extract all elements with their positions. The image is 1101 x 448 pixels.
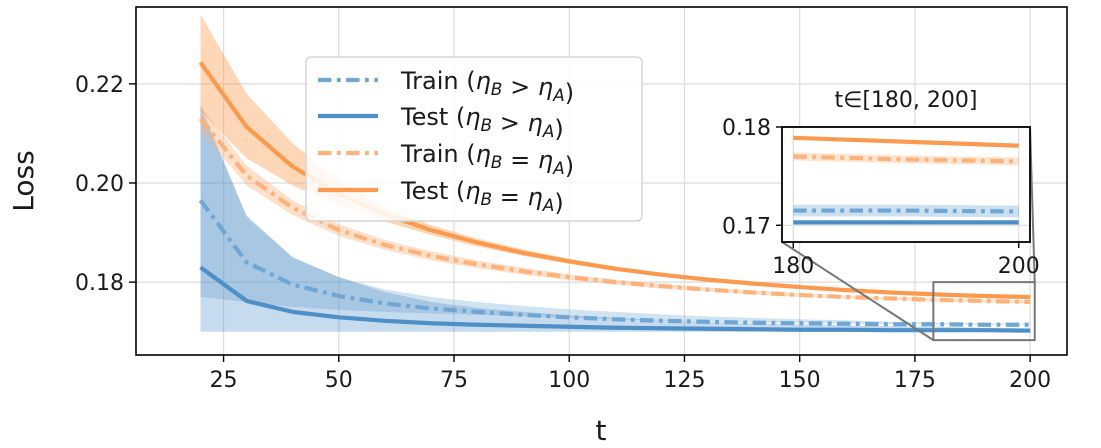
x-tick-label: 125	[663, 368, 705, 393]
inset-chart: 180 200 0.17 0.18 t∈[180, 200]	[722, 88, 1040, 279]
confidence-band	[200, 106, 1031, 304]
legend: Train (ηB > ηA)Test (ηB > ηA)Train (ηB =…	[305, 56, 643, 222]
legend-label: Train (ηB > ηA)	[400, 67, 574, 107]
inset-axis-ticks: 180 200 0.17 0.18	[722, 116, 1040, 279]
y-tick-label: 0.18	[75, 271, 124, 296]
inset-y-tick-label: 0.17	[722, 214, 771, 239]
inset-x-tick-label: 180	[772, 254, 814, 279]
x-tick-label: 25	[210, 368, 238, 393]
axis-ticks: 25 50 75 100 125 150 175 200 0.18 0.20 0.22	[75, 73, 1051, 393]
x-tick-label: 175	[894, 368, 936, 393]
y-tick-label: 0.22	[75, 73, 124, 98]
zoom-connector-line	[781, 241, 934, 341]
series-line	[198, 199, 1031, 327]
inset-series-line	[793, 135, 1019, 148]
inset-frame	[781, 126, 1031, 243]
confidence-band	[200, 103, 1031, 325]
x-tick-label: 100	[548, 368, 590, 393]
inset-title: t∈[180, 200]	[835, 88, 978, 113]
legend-label: Test (ηB > ηA)	[400, 103, 564, 143]
y-axis-title: Loss	[7, 150, 40, 211]
x-axis-title: t	[596, 414, 607, 447]
x-tick-label: 75	[440, 368, 468, 393]
inset-series-line	[793, 154, 1019, 164]
zoom-region-box	[932, 281, 1036, 342]
legend-label: Test (ηB = ηA)	[400, 177, 564, 217]
x-tick-label: 200	[1009, 368, 1051, 393]
inset-series-line	[793, 208, 1019, 214]
x-tick-label: 150	[779, 368, 821, 393]
inset-y-tick-label: 0.18	[722, 116, 771, 141]
y-tick-label: 0.20	[75, 172, 124, 197]
inset-x-tick-label: 200	[998, 254, 1040, 279]
series-line	[199, 265, 1031, 333]
confidence-band	[200, 14, 1031, 298]
inset-series-lines	[793, 135, 1019, 225]
plot-frame	[135, 6, 1068, 356]
legend-label: Train (ηB = ηA)	[400, 140, 574, 180]
legend-box	[305, 56, 643, 222]
series-line	[198, 117, 1031, 305]
x-tick-label: 50	[325, 368, 353, 393]
